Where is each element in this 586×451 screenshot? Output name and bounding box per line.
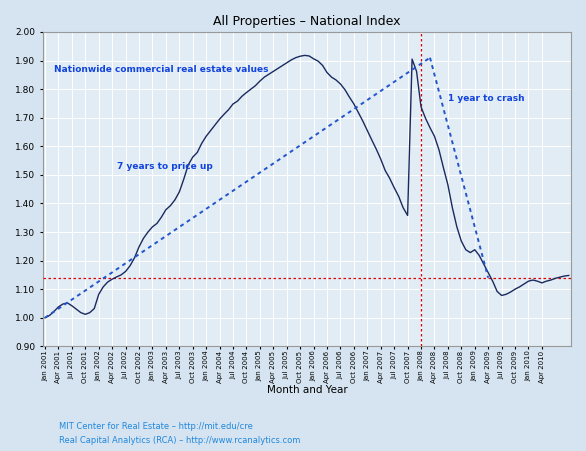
Text: Real Capital Analytics (RCA) – http://www.rcanalytics.com: Real Capital Analytics (RCA) – http://ww…: [59, 436, 300, 445]
Text: 1 year to crash: 1 year to crash: [448, 93, 524, 102]
Text: Nationwide commercial real estate values: Nationwide commercial real estate values: [54, 65, 268, 74]
X-axis label: Month and Year: Month and Year: [267, 386, 347, 396]
Text: MIT Center for Real Estate – http://mit.edu/cre: MIT Center for Real Estate – http://mit.…: [59, 422, 253, 431]
Title: All Properties – National Index: All Properties – National Index: [213, 15, 401, 28]
Text: 7 years to price up: 7 years to price up: [117, 162, 212, 171]
